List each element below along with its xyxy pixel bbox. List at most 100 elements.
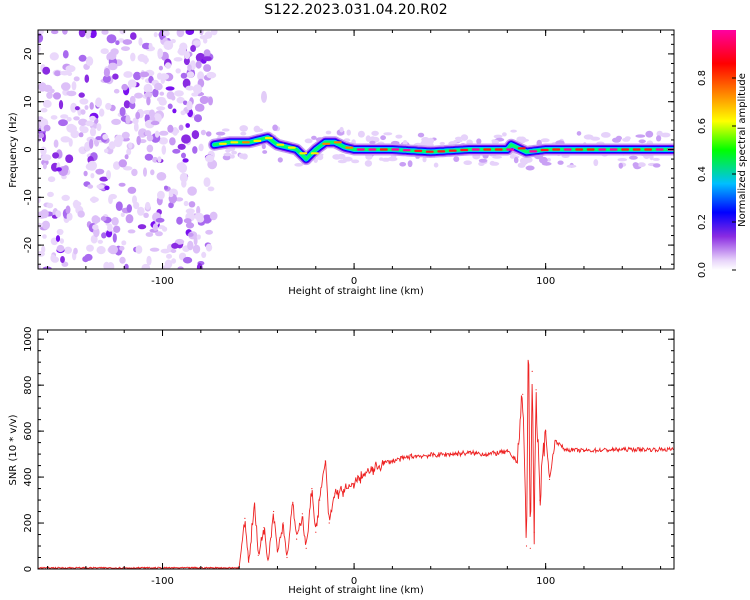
noise-speckle [170, 39, 176, 44]
noise-speckle [126, 148, 132, 156]
snr-frame [37, 329, 675, 570]
noise-speckle [112, 233, 117, 243]
noise-speckle [184, 51, 191, 60]
track-speckle [637, 162, 646, 168]
noise-speckle [192, 84, 203, 95]
track-speckle [231, 150, 238, 155]
noise-speckle [177, 143, 186, 150]
noise-speckle [42, 99, 52, 108]
track-speckle [489, 161, 500, 166]
noise-speckle [61, 82, 71, 91]
noise-speckle [85, 120, 94, 127]
noise-speckle [126, 204, 132, 213]
noise-speckle [61, 261, 69, 267]
noise-speckle [144, 153, 154, 161]
noise-speckle [60, 136, 71, 143]
noise-speckle [60, 256, 65, 263]
noise-speckle [53, 139, 59, 148]
snr-panel: -100 0 100 0 200 400 600 800 1000 Height of str… [8, 326, 675, 596]
track-speckle [364, 160, 373, 167]
colorbar: 0.0 0.2 0.4 0.6 0.8 Normalized spectral ampl… [697, 30, 748, 278]
y-tick-label: 10 [23, 95, 34, 108]
snr-point [286, 556, 288, 559]
noise-speckle [73, 199, 80, 209]
colorbar-tick-label: 0.0 [697, 262, 708, 278]
noise-speckle [127, 186, 137, 194]
track-speckle [656, 130, 663, 137]
noise-speckle [119, 30, 126, 35]
noise-speckle [121, 131, 130, 139]
y-tick-label: -20 [23, 237, 34, 253]
noise-speckle [121, 83, 128, 91]
noise-speckle [47, 176, 56, 183]
noise-speckle [95, 97, 102, 108]
noise-speckle [137, 206, 145, 216]
track-speckle [395, 134, 403, 139]
snr-point [244, 517, 246, 520]
snr-x-axis-label: Height of straight line (km) [288, 585, 424, 596]
noise-speckle [132, 117, 139, 125]
noise-speckle [56, 244, 65, 253]
snr-point [282, 522, 284, 524]
track-speckle [593, 159, 599, 167]
noise-speckle [42, 162, 47, 170]
noise-speckle [200, 129, 206, 136]
noise-speckle [186, 71, 195, 78]
noise-speckle [159, 30, 165, 41]
noise-speckle [40, 209, 49, 219]
noise-speckle [42, 66, 51, 75]
noise-speckle [176, 216, 183, 225]
noise-speckle [83, 170, 88, 177]
noise-speckle [106, 170, 111, 180]
noise-speckle [38, 264, 41, 269]
noise-speckle [139, 71, 150, 78]
noise-speckle [191, 130, 200, 140]
snr-point [533, 531, 535, 533]
noise-speckle [55, 235, 61, 242]
track-speckle [256, 128, 264, 133]
track-speckle [421, 137, 430, 142]
noise-speckle [196, 234, 201, 240]
noise-speckle [185, 123, 190, 128]
noise-speckle [104, 148, 109, 153]
noise-speckle [121, 46, 130, 51]
noise-speckle [77, 210, 85, 218]
track-speckle [240, 131, 247, 136]
snr-point [539, 499, 541, 501]
noise-speckle [105, 230, 113, 238]
noise-speckle [146, 96, 151, 106]
noise-speckle [96, 184, 105, 190]
snr-point [506, 451, 508, 453]
noise-speckle [194, 103, 205, 112]
spectrogram-y-axis-label: Frequency (Hz) [8, 112, 19, 188]
y-tick-label: 200 [23, 513, 34, 532]
noise-speckle [150, 169, 155, 176]
noise-speckle [156, 172, 167, 181]
noise-speckle [131, 80, 137, 88]
noise-speckle [122, 39, 133, 45]
noise-speckle [176, 162, 186, 171]
snr-point [253, 504, 256, 506]
noise-speckle [188, 201, 196, 208]
noise-speckle [46, 202, 54, 209]
noise-speckle [175, 197, 184, 202]
noise-speckle [154, 82, 163, 91]
noise-speckle [97, 239, 104, 244]
noise-speckle [119, 107, 126, 117]
snr-point [391, 460, 393, 462]
noise-speckle [41, 220, 51, 230]
noise-speckle [152, 223, 158, 231]
track-speckle [453, 156, 460, 163]
noise-speckle [181, 134, 191, 144]
track-speckle [635, 134, 646, 138]
noise-speckle [193, 40, 201, 46]
track-speckle [215, 131, 226, 136]
track-speckle [417, 132, 425, 138]
snr-point [548, 478, 551, 480]
noise-speckle [111, 217, 119, 226]
snr-point [296, 538, 298, 540]
noise-speckle [205, 131, 212, 137]
noise-speckle [146, 134, 154, 142]
y-tick-label: 0 [23, 566, 34, 572]
noise-speckle [113, 137, 123, 148]
